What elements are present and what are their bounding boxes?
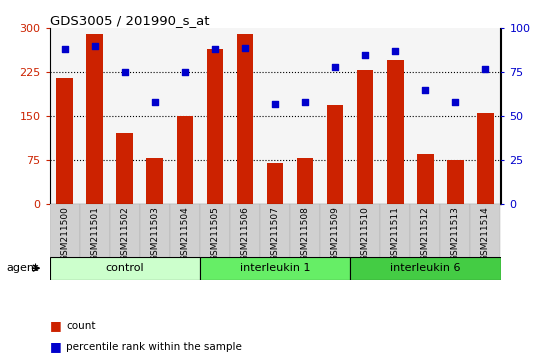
Text: GSM211504: GSM211504 bbox=[180, 206, 189, 261]
Point bbox=[481, 66, 490, 72]
Text: GSM211500: GSM211500 bbox=[60, 206, 69, 261]
Bar bbox=[470, 204, 500, 257]
Point bbox=[421, 87, 430, 92]
Bar bbox=[357, 70, 373, 204]
Point bbox=[90, 43, 99, 48]
Bar bbox=[267, 162, 283, 204]
Bar bbox=[146, 158, 163, 204]
Bar bbox=[50, 257, 200, 280]
Bar bbox=[447, 160, 464, 204]
Text: GSM211514: GSM211514 bbox=[481, 206, 490, 261]
Text: ■: ■ bbox=[50, 319, 61, 332]
Bar bbox=[260, 204, 290, 257]
Bar bbox=[109, 204, 140, 257]
Text: interleukin 1: interleukin 1 bbox=[240, 263, 310, 273]
Text: GDS3005 / 201990_s_at: GDS3005 / 201990_s_at bbox=[50, 14, 209, 27]
Point bbox=[391, 48, 400, 54]
Text: GSM211506: GSM211506 bbox=[240, 206, 250, 261]
Bar bbox=[417, 154, 433, 204]
Bar bbox=[200, 257, 350, 280]
Point bbox=[150, 99, 159, 105]
Point bbox=[60, 46, 69, 52]
Bar bbox=[230, 204, 260, 257]
Text: GSM211512: GSM211512 bbox=[421, 206, 430, 261]
Point bbox=[211, 46, 219, 52]
Point bbox=[120, 69, 129, 75]
Text: agent: agent bbox=[6, 263, 38, 273]
Bar bbox=[170, 204, 200, 257]
Text: GSM211508: GSM211508 bbox=[300, 206, 310, 261]
Text: ■: ■ bbox=[50, 341, 61, 353]
Text: percentile rank within the sample: percentile rank within the sample bbox=[66, 342, 242, 352]
Bar bbox=[320, 204, 350, 257]
Point bbox=[301, 99, 310, 105]
Bar bbox=[380, 204, 410, 257]
Bar bbox=[387, 61, 404, 204]
Text: count: count bbox=[66, 321, 96, 331]
Bar bbox=[297, 158, 313, 204]
Text: control: control bbox=[106, 263, 144, 273]
Text: GSM211505: GSM211505 bbox=[210, 206, 219, 261]
Point bbox=[361, 52, 370, 57]
Bar bbox=[50, 204, 80, 257]
Point bbox=[240, 45, 249, 50]
Text: GSM211501: GSM211501 bbox=[90, 206, 99, 261]
Bar bbox=[207, 49, 223, 204]
Text: GSM211503: GSM211503 bbox=[150, 206, 159, 261]
Bar bbox=[350, 257, 500, 280]
Bar bbox=[80, 204, 109, 257]
Text: GSM211511: GSM211511 bbox=[390, 206, 400, 261]
Text: GSM211502: GSM211502 bbox=[120, 206, 129, 261]
Point bbox=[180, 69, 189, 75]
Text: GSM211509: GSM211509 bbox=[331, 206, 340, 261]
Bar bbox=[56, 78, 73, 204]
Point bbox=[331, 64, 339, 70]
Bar bbox=[410, 204, 441, 257]
Bar bbox=[200, 204, 230, 257]
Bar bbox=[140, 204, 170, 257]
Text: GSM211513: GSM211513 bbox=[451, 206, 460, 261]
Point bbox=[451, 99, 460, 105]
Point bbox=[271, 101, 279, 107]
Bar bbox=[236, 34, 253, 204]
Bar bbox=[177, 116, 193, 204]
Bar bbox=[117, 133, 133, 204]
Text: interleukin 6: interleukin 6 bbox=[390, 263, 460, 273]
Text: GSM211510: GSM211510 bbox=[361, 206, 370, 261]
Text: GSM211507: GSM211507 bbox=[271, 206, 279, 261]
Bar bbox=[350, 204, 380, 257]
Bar bbox=[86, 34, 103, 204]
Bar bbox=[327, 105, 343, 204]
Bar bbox=[441, 204, 470, 257]
Bar bbox=[290, 204, 320, 257]
Bar bbox=[477, 113, 494, 204]
